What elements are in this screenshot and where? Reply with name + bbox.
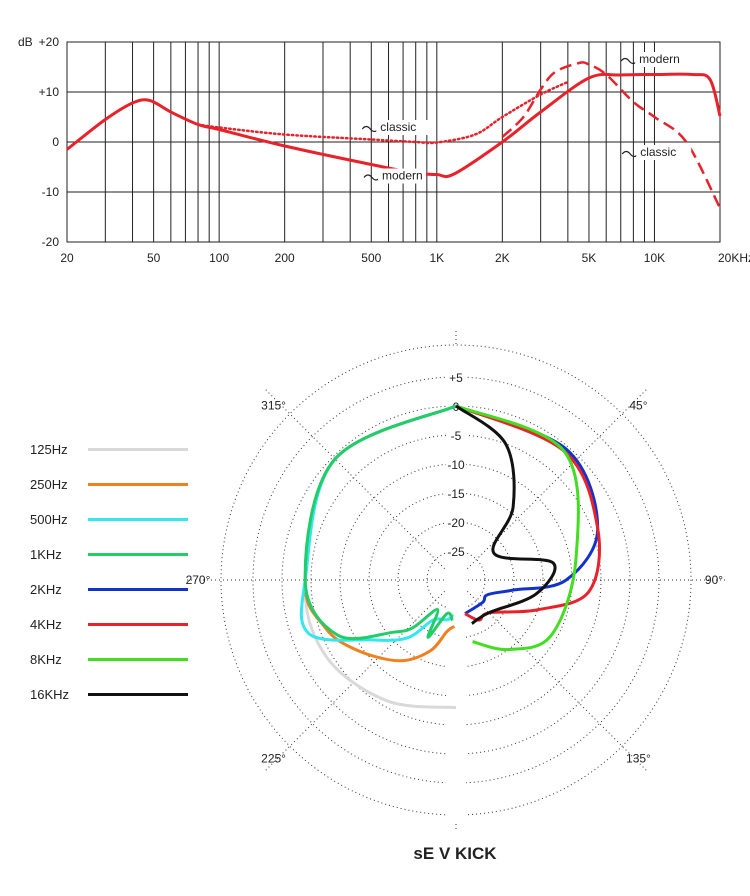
annotation-mark [621, 150, 639, 158]
polar-pattern-chart: +50-5-10-15-20-250°45°90°135°180°225°270… [186, 330, 726, 830]
y-tick-label: -10 [42, 185, 60, 199]
polar-series-16KHz [455, 404, 557, 625]
polar-series-500Hz [299, 404, 457, 642]
legend-item: 2KHz [0, 580, 200, 600]
legend-item: 125Hz [0, 440, 200, 460]
x-tick-label: 200 [275, 251, 295, 265]
legend-label: 500Hz [30, 512, 68, 527]
x-tick-label: 2K [495, 251, 510, 265]
angle-spoke [265, 389, 457, 581]
radial-tick-label: -10 [447, 458, 465, 472]
radial-tick-label: -5 [451, 429, 462, 443]
polar-series-2KHz [455, 404, 600, 615]
annotation-bg [635, 52, 684, 67]
legend-swatch [88, 693, 188, 696]
product-title: sE V KICK [413, 844, 497, 863]
radial-tick-label: -15 [447, 487, 465, 501]
annotation-bg [636, 145, 692, 160]
y-axis-label: dB [18, 35, 33, 49]
legend-label: 16KHz [30, 687, 70, 702]
legend-label: 8KHz [30, 652, 62, 667]
y-tick-label: -20 [42, 235, 60, 249]
angle-tick-label: 315° [261, 399, 286, 413]
legend-swatch [88, 448, 188, 451]
legend-item: 500Hz [0, 510, 200, 530]
legend-label: 250Hz [30, 477, 68, 492]
legend-swatch [88, 658, 188, 661]
annotation-label: classic [640, 145, 676, 159]
y-tick-label: +20 [39, 35, 60, 49]
legend-item: 16KHz [0, 685, 200, 705]
polar-series-8KHz [455, 404, 580, 652]
legend-label: 2KHz [30, 582, 62, 597]
annotation-mark [363, 174, 381, 181]
center-gap [446, 580, 466, 823]
radial-ring [281, 405, 631, 755]
legend-item: 250Hz [0, 475, 200, 495]
angle-spoke [265, 579, 457, 771]
angle-tick-label: 135° [626, 751, 651, 765]
legend-swatch [88, 553, 188, 556]
legend-swatch [88, 518, 188, 521]
x-tick-label: 500 [361, 251, 381, 265]
legend-label: 125Hz [30, 442, 68, 457]
annotation-label: modern [382, 169, 423, 183]
annotation-label: modern [639, 52, 680, 66]
legend-swatch [88, 588, 188, 591]
x-tick-label: 5K [582, 251, 597, 265]
x-tick-label: 20 [60, 251, 74, 265]
annotation-bg [377, 168, 426, 184]
freq-series-classic-dotted [196, 80, 570, 145]
x-tick-label: 100 [209, 251, 229, 265]
annotation-mark [620, 57, 638, 65]
legend-label: 4KHz [30, 617, 62, 632]
angle-tick-label: 225° [261, 751, 286, 765]
angle-tick-label: 90° [705, 573, 723, 587]
polar-series-1KHz [303, 404, 457, 641]
y-tick-label: 0 [52, 135, 59, 149]
x-tick-label: 1K [429, 251, 444, 265]
annotation-label: classic [380, 120, 416, 134]
annotation-mark [361, 125, 379, 133]
angle-tick-label: 270° [186, 573, 211, 587]
angle-spoke [455, 389, 647, 581]
annotation-bg [376, 120, 432, 135]
freq-series-classic-dashed [501, 61, 722, 209]
legend-item: 8KHz [0, 650, 200, 670]
x-tick-label: 20KHz [718, 251, 750, 265]
radial-tick-label: +5 [449, 371, 463, 385]
legend-item: 1KHz [0, 545, 200, 565]
y-tick-label: +10 [39, 85, 60, 99]
legend-swatch [88, 483, 188, 486]
legend-swatch [88, 623, 188, 626]
angle-tick-label: 45° [629, 399, 647, 413]
radial-label-band [446, 347, 466, 580]
plot-frame [66, 41, 721, 243]
freq-grid [66, 41, 721, 243]
legend-label: 1KHz [30, 547, 62, 562]
frequency-response-chart: +20 +10 0 -10 -20 dB 20 50 100 200 500 1K 2K 5K 10K 20K… [18, 35, 750, 265]
legend-item: 4KHz [0, 615, 200, 635]
x-tick-label: 50 [147, 251, 161, 265]
radial-tick-label: -25 [447, 545, 465, 559]
radial-tick-label: -20 [447, 516, 465, 530]
x-tick-label: 10K [644, 251, 665, 265]
